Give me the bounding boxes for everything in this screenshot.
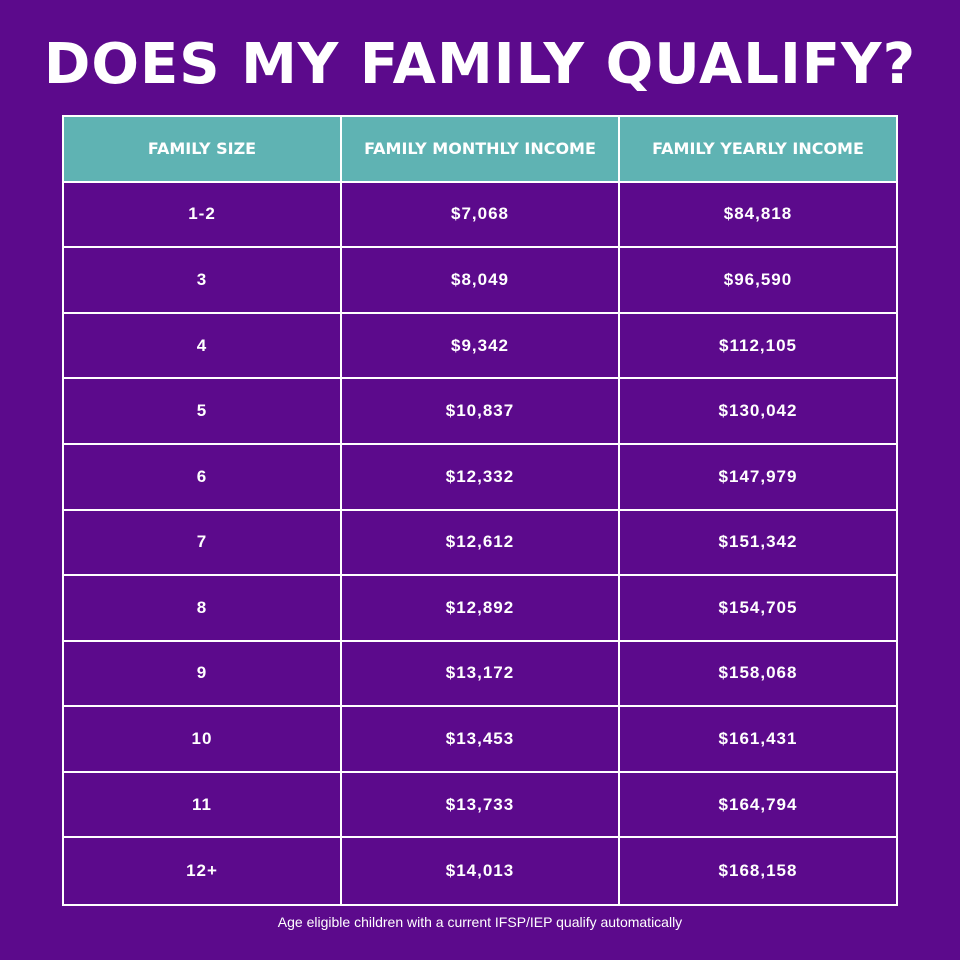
footnote: Age eligible children with a current IFS… (277, 914, 683, 930)
cell-yearly-income: $130,042 (620, 379, 896, 445)
cell-family-size: 1-2 (64, 182, 342, 249)
cell-yearly-income: $84,818 (620, 183, 896, 249)
cell-monthly-income: $12,612 (342, 510, 620, 577)
cell-yearly-income: $112,105 (620, 314, 896, 380)
cell-family-size: 11 (64, 772, 342, 839)
cell-yearly-income: $164,794 (620, 773, 896, 839)
income-table: FAMILY SIZE FAMILY MONTHLY INCOME FAMILY… (62, 115, 898, 906)
page-title: DOES MY FAMILY QUALIFY? (43, 32, 917, 97)
cell-family-size: 7 (64, 510, 342, 577)
cell-monthly-income: $8,049 (342, 248, 620, 314)
cell-family-size: 12+ (64, 838, 342, 904)
cell-family-size: 8 (64, 576, 342, 642)
cell-monthly-income: $10,837 (342, 379, 620, 445)
cell-monthly-income: $13,453 (342, 707, 620, 773)
cell-yearly-income: $161,431 (620, 707, 896, 773)
cell-family-size: 10 (64, 707, 342, 773)
header-monthly-income: FAMILY MONTHLY INCOME (342, 117, 620, 183)
cell-monthly-income: $9,342 (342, 313, 620, 380)
cell-family-size: 6 (64, 444, 342, 511)
cell-family-size: 3 (64, 248, 342, 314)
cell-monthly-income: $12,332 (342, 444, 620, 511)
cell-yearly-income: $151,342 (620, 511, 896, 577)
cell-family-size: 4 (64, 313, 342, 380)
cell-monthly-income: $12,892 (342, 576, 620, 642)
cell-yearly-income: $96,590 (620, 248, 896, 314)
cell-yearly-income: $158,068 (620, 642, 896, 708)
header-family-size: FAMILY SIZE (64, 117, 342, 183)
cell-monthly-income: $13,733 (342, 772, 620, 839)
cell-yearly-income: $147,979 (620, 445, 896, 511)
cell-family-size: 5 (64, 379, 342, 445)
cell-family-size: 9 (64, 641, 342, 708)
cell-monthly-income: $14,013 (342, 838, 620, 904)
cell-yearly-income: $154,705 (620, 576, 896, 642)
cell-yearly-income: $168,158 (718, 861, 798, 881)
cell-monthly-income: $13,172 (342, 641, 620, 708)
header-yearly-income: FAMILY YEARLY INCOME (620, 117, 896, 183)
cell-monthly-income: $7,068 (342, 182, 620, 249)
